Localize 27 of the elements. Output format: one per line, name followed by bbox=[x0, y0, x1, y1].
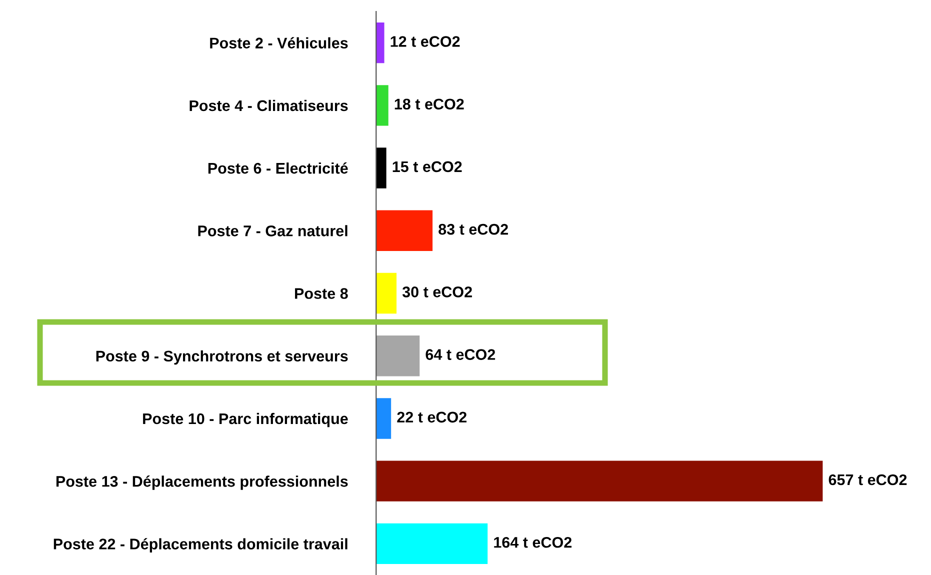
bar bbox=[376, 210, 433, 251]
data-label: 12 t eCO2 bbox=[390, 36, 460, 47]
y-tick-label: Poste 7 - Gaz naturel bbox=[198, 225, 348, 236]
bar bbox=[376, 272, 397, 314]
bar bbox=[376, 398, 392, 439]
data-label: 15 t eCO2 bbox=[392, 161, 462, 172]
y-tick-label: Poste 13 - Déplacements professionnels bbox=[56, 475, 348, 490]
y-tick-label: Poste 8 bbox=[295, 288, 348, 299]
data-label: 30 t eCO2 bbox=[402, 286, 472, 298]
data-label: 64 t eCO2 bbox=[426, 349, 496, 360]
data-label: 83 t eCO2 bbox=[438, 224, 508, 235]
y-tick-label: Poste 4 - Climatiseurs bbox=[190, 100, 348, 112]
bar bbox=[376, 85, 388, 126]
data-label: 164 t eCO2 bbox=[494, 536, 572, 548]
y-tick-label: Poste 6 - Electricité bbox=[208, 162, 348, 174]
bar bbox=[376, 22, 384, 64]
y-tick-label: Poste 22 - Déplacements domicile travail bbox=[54, 538, 348, 552]
data-label: 657 t eCO2 bbox=[828, 474, 907, 486]
y-tick-label: Poste 10 - Parc informatique bbox=[143, 412, 348, 428]
data-label: 18 t eCO2 bbox=[394, 98, 464, 110]
y-tick-label: Poste 2 - Véhicules bbox=[210, 37, 348, 48]
bar bbox=[376, 148, 386, 188]
data-label: 22 t eCO2 bbox=[397, 412, 466, 423]
bar bbox=[376, 460, 823, 502]
bar bbox=[376, 336, 420, 376]
y-tick-label: Poste 9 - Synchrotrons et serveurs bbox=[96, 350, 348, 365]
bar bbox=[376, 523, 488, 564]
